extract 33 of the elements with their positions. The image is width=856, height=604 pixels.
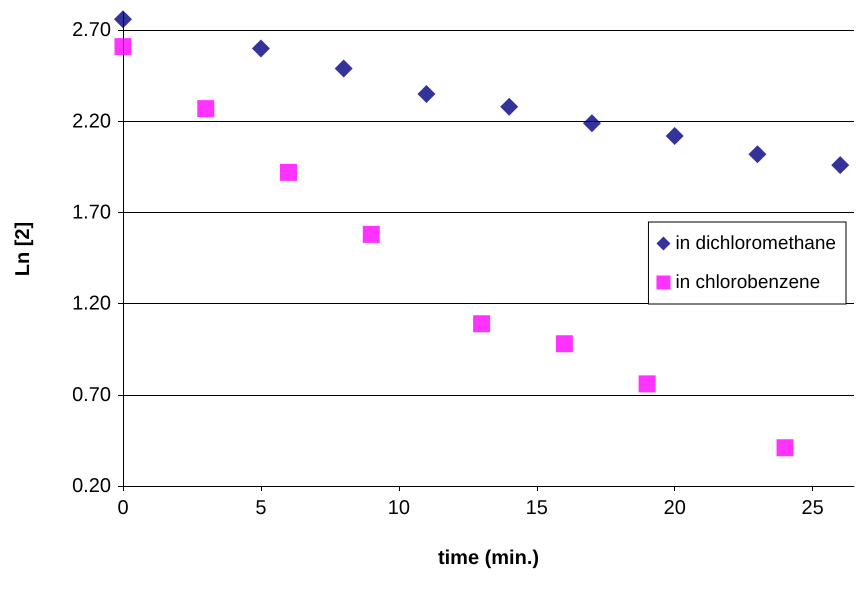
x-tick-label: 15	[526, 497, 548, 519]
point	[582, 114, 601, 132]
point	[197, 100, 214, 118]
point	[556, 335, 573, 352]
x-axis-title: time (min.)	[438, 547, 540, 569]
legend-label: in chlorobenzene	[675, 272, 820, 293]
point	[417, 85, 436, 104]
point	[748, 145, 766, 164]
y-axis-title: Ln [2]	[12, 222, 34, 276]
x-tick-label: 0	[117, 497, 129, 519]
point	[500, 98, 518, 116]
point	[362, 226, 380, 243]
y-tick-label: 1.70	[72, 202, 111, 224]
point	[252, 39, 270, 58]
point	[114, 38, 132, 56]
point	[473, 315, 490, 332]
point	[638, 375, 656, 392]
point	[280, 164, 298, 181]
y-tick-label: 2.20	[72, 110, 111, 132]
point	[666, 126, 684, 145]
y-tick-label: 0.70	[72, 384, 111, 406]
y-tick-label: 2.70	[72, 19, 111, 42]
point	[831, 156, 850, 174]
y-tick-label: 0.20	[72, 475, 111, 497]
x-tick-label: 5	[255, 497, 266, 519]
point	[114, 10, 132, 28]
point	[334, 60, 353, 78]
y-tick-label: 1.20	[72, 292, 111, 315]
legend-label: in dichloromethane	[675, 233, 836, 254]
point	[776, 439, 794, 456]
x-tick-label: 25	[802, 497, 824, 519]
x-tick-label: 10	[388, 497, 410, 519]
x-tick-label: 20	[664, 497, 686, 519]
